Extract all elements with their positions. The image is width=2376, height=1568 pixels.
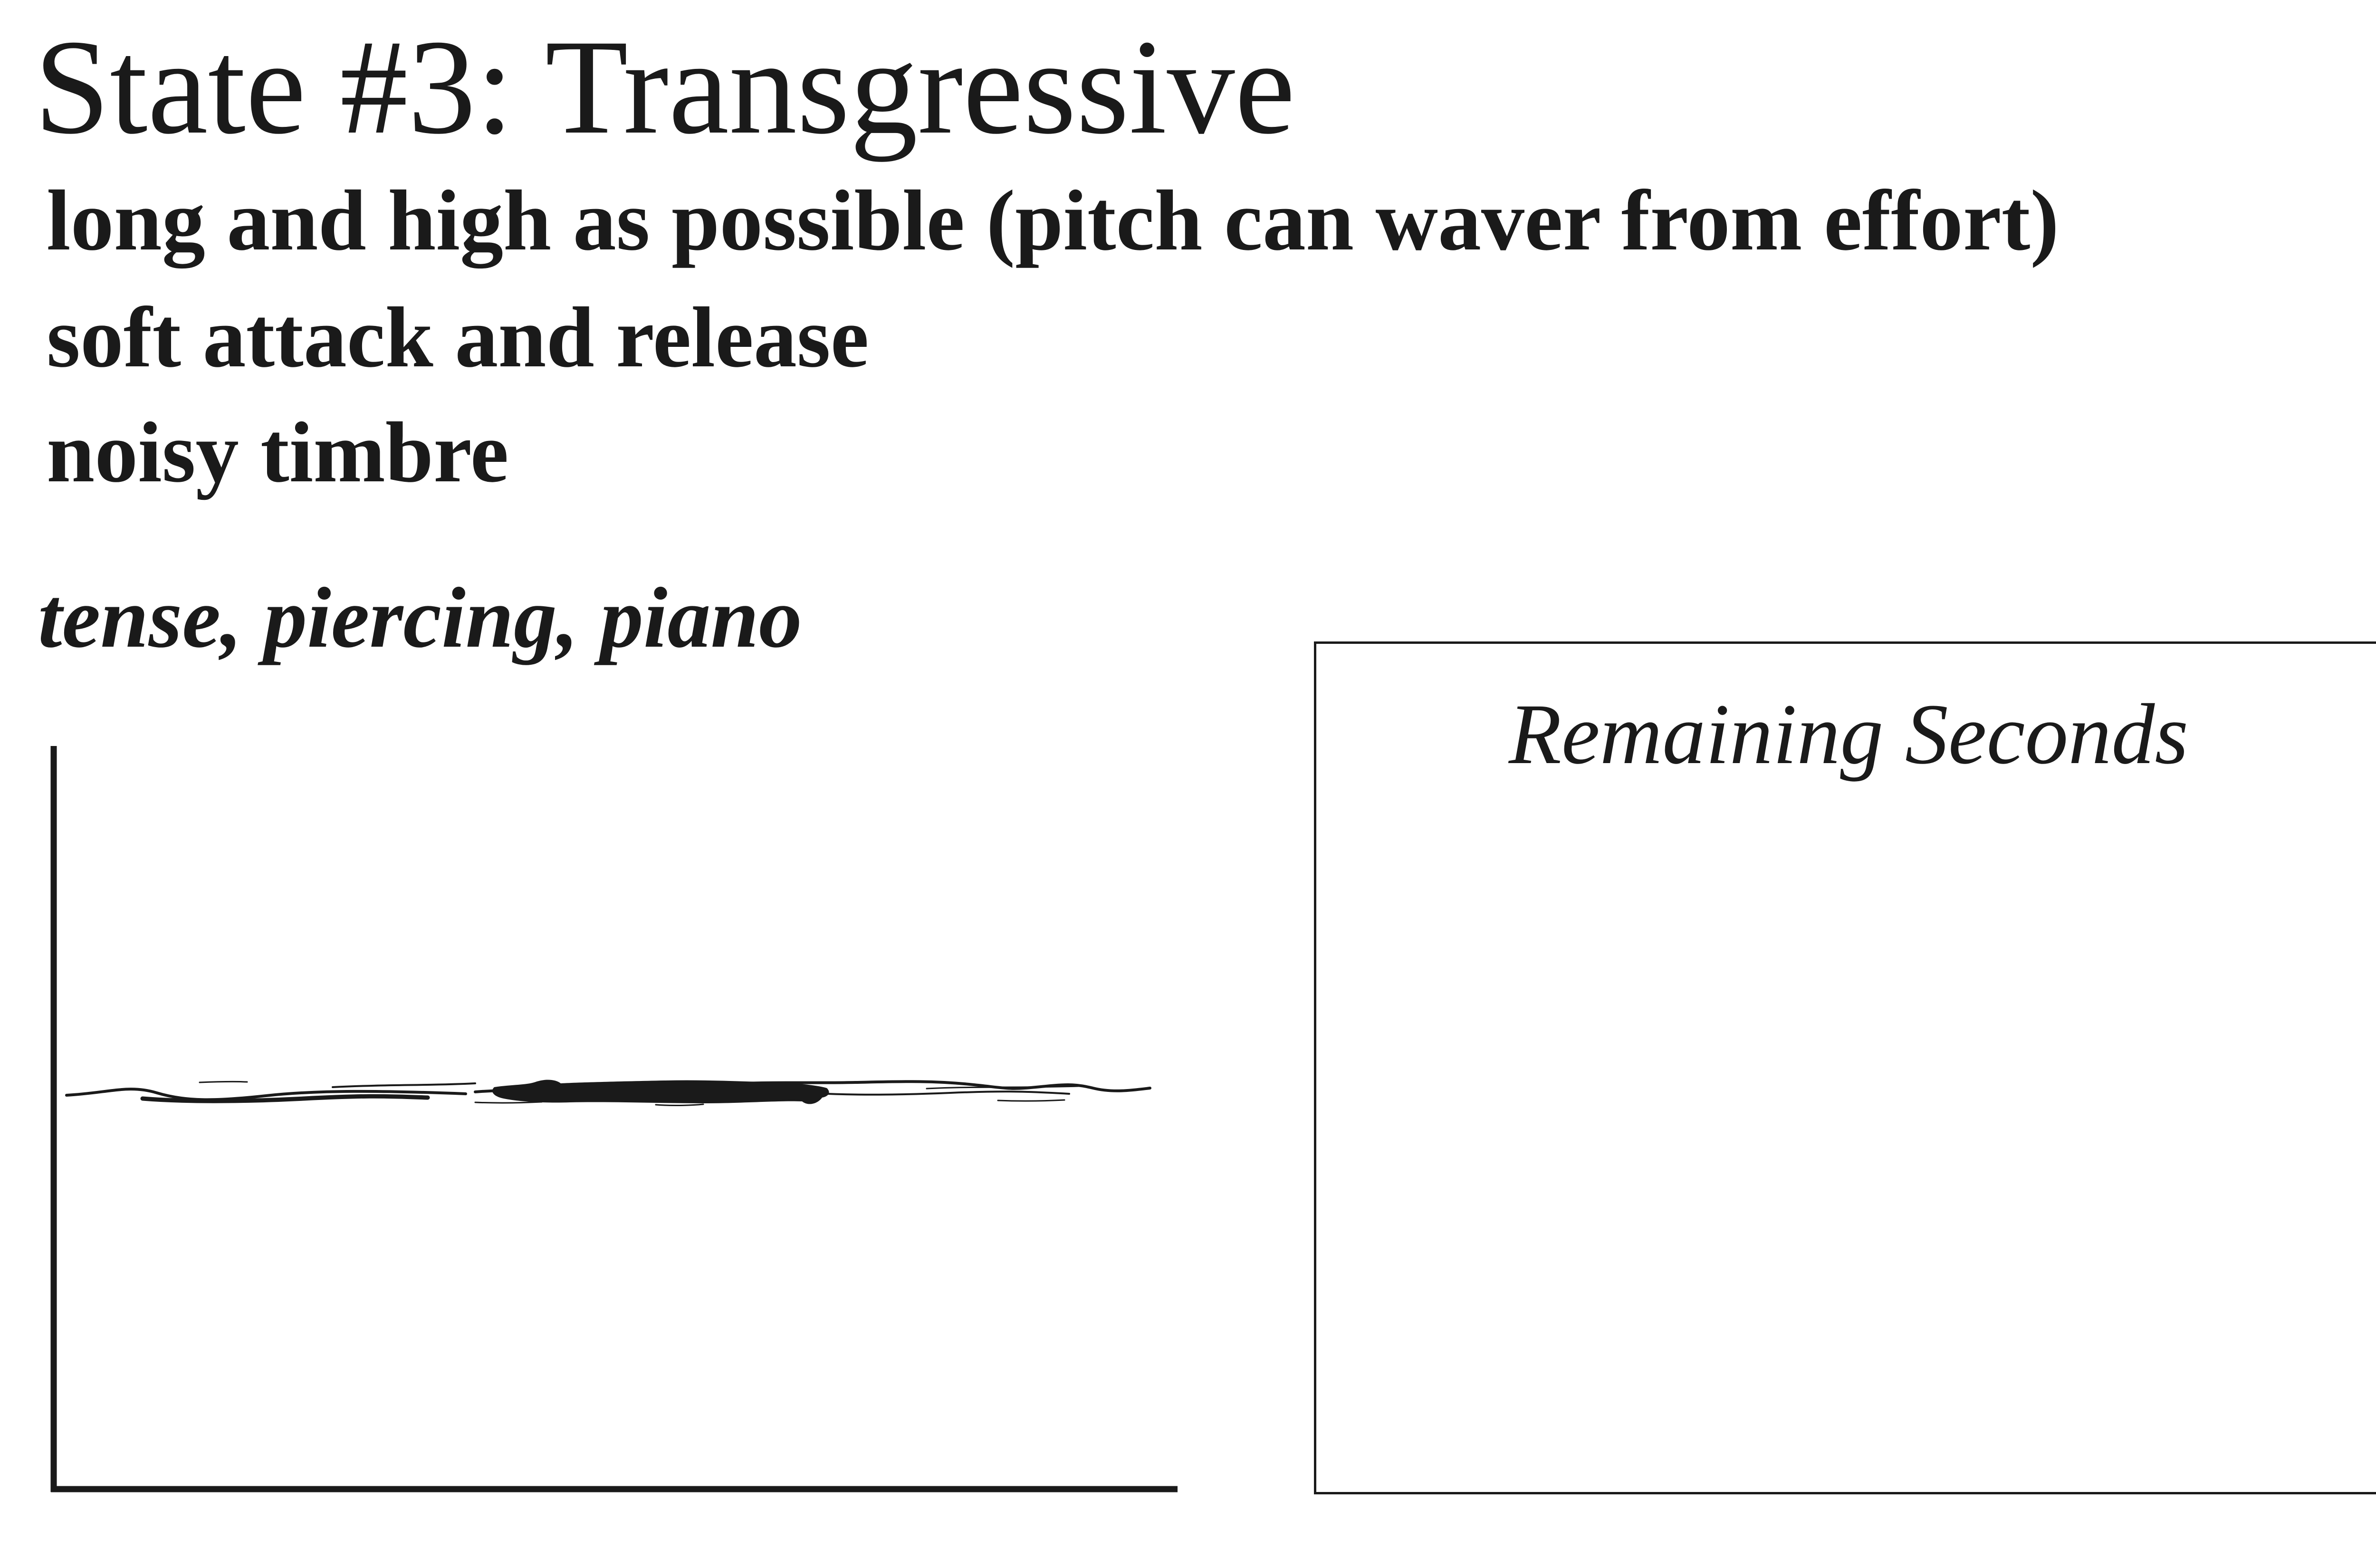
character-marking: tense, piercing, piano bbox=[38, 570, 802, 666]
remaining-seconds-label: Remaining Seconds bbox=[1508, 687, 2189, 782]
state-title: State #3: Transgressive bbox=[34, 11, 1295, 162]
sustained-tone-core bbox=[492, 1080, 829, 1104]
instruction-attack-release: soft attack and release bbox=[47, 290, 869, 385]
instruction-duration-pitch: long and high as possible (pitch can wav… bbox=[47, 173, 2059, 268]
pitch-time-graph bbox=[50, 746, 1178, 1492]
remaining-seconds-box: Remaining Seconds bbox=[1314, 641, 2376, 1494]
instruction-timbre: noisy timbre bbox=[47, 405, 509, 500]
